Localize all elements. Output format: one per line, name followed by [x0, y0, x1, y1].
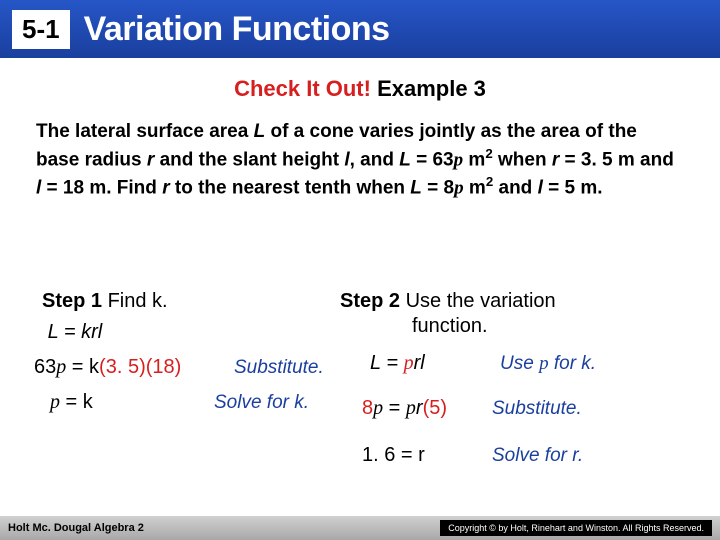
step1-eq2: 63p = k(3. 5)(18) — [34, 356, 234, 379]
step2-hint2: Substitute. — [492, 398, 582, 420]
step2-eq1: L = prl — [370, 352, 500, 375]
problem-statement: The lateral surface area L of a cone var… — [36, 120, 680, 201]
step1-hint2: Substitute. — [234, 357, 324, 379]
footer-left: Holt Mc. Dougal Algebra 2 — [8, 522, 144, 534]
header-title: Variation Functions — [84, 10, 390, 49]
step1-eq3-row: p = k Solve for k. — [42, 385, 362, 420]
step2-hint1: Use p for k. — [500, 353, 596, 375]
step2-eq1-row: L = prl Use p for k. — [370, 346, 710, 381]
step2-eq3-row: 1. 6 = r Solve for r. — [362, 438, 710, 473]
step1-hint3: Solve for k. — [214, 392, 309, 414]
copyright-text: Copyright © by Holt, Rinehart and Winsto… — [448, 523, 704, 533]
step1-eq2-row: 63p = k(3. 5)(18) Substitute. — [42, 350, 362, 385]
step2-hint3: Solve for r. — [492, 445, 583, 467]
header-bar: 5-1 Variation Functions — [0, 0, 720, 58]
subtitle-red: Check It Out! — [234, 76, 371, 101]
footer-right: Copyright © by Holt, Rinehart and Winsto… — [440, 520, 712, 536]
section-badge: 5-1 — [12, 10, 70, 49]
step2-eq3: 1. 6 = r — [362, 444, 492, 467]
footer-bar: Holt Mc. Dougal Algebra 2 Copyright © by… — [0, 516, 720, 540]
step-2: Step 2 Use the variation function. L = p… — [340, 290, 710, 473]
subtitle-black: Example 3 — [371, 76, 486, 101]
step2-eq2: 8p = pr(5) — [362, 397, 492, 420]
step2-title-line2: function. — [412, 315, 710, 338]
step1-eq1: L = krl — [42, 321, 362, 344]
step2-title: Step 2 Use the variation — [340, 290, 710, 313]
subtitle: Check It Out! Example 3 — [0, 76, 720, 102]
step2-eq2-row: 8p = pr(5) Substitute. — [362, 391, 710, 426]
step1-title: Step 1 Find k. — [42, 290, 362, 313]
step-1: Step 1 Find k. L = krl 63p = k(3. 5)(18)… — [42, 290, 362, 420]
